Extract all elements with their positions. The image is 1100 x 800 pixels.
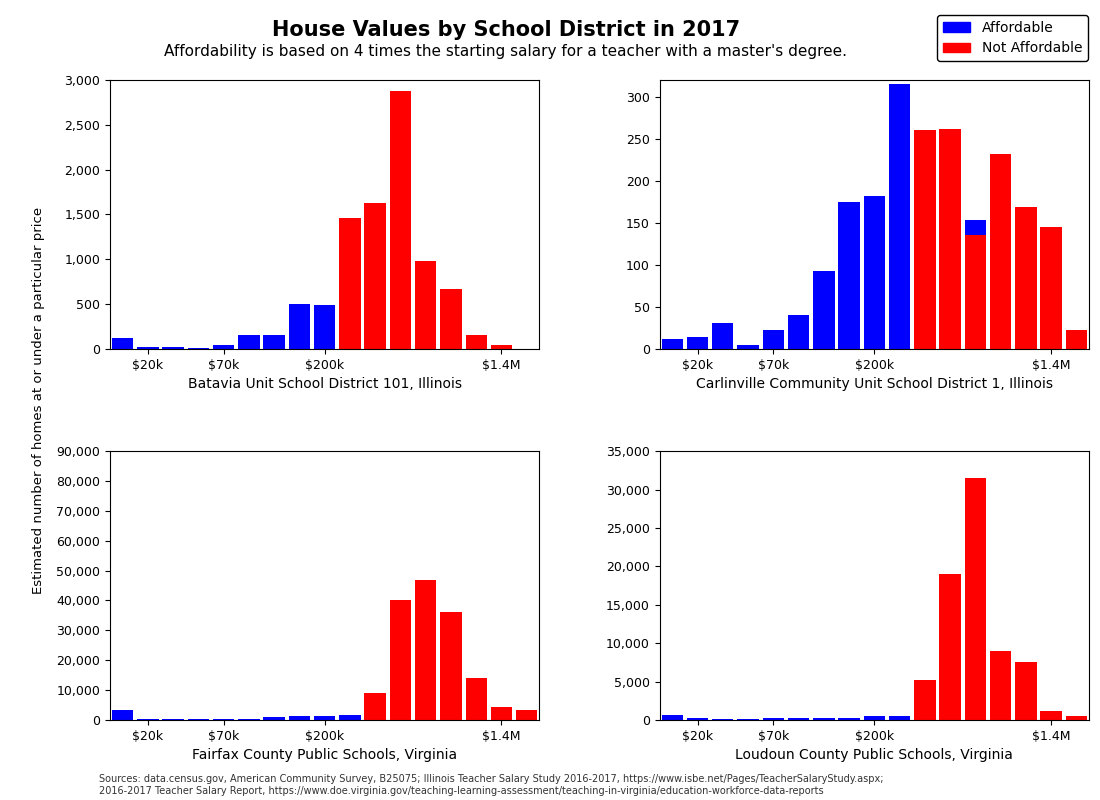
Bar bbox=[965, 235, 986, 349]
Bar bbox=[788, 315, 810, 349]
Bar bbox=[914, 146, 936, 349]
Bar bbox=[712, 323, 734, 349]
Bar bbox=[213, 346, 234, 349]
Bar bbox=[112, 338, 133, 349]
Bar bbox=[813, 718, 835, 720]
Bar bbox=[1066, 330, 1087, 349]
Bar bbox=[889, 716, 911, 720]
Bar bbox=[188, 348, 209, 349]
Bar bbox=[263, 334, 285, 349]
Bar bbox=[465, 335, 487, 349]
Bar bbox=[239, 718, 260, 720]
Bar bbox=[1041, 227, 1062, 349]
Legend: Affordable, Not Affordable: Affordable, Not Affordable bbox=[937, 15, 1088, 61]
Bar bbox=[914, 718, 936, 720]
Text: Affordability is based on 4 times the starting salary for a teacher with a maste: Affordability is based on 4 times the st… bbox=[165, 44, 847, 59]
Bar bbox=[914, 130, 936, 349]
Bar bbox=[188, 719, 209, 720]
Bar bbox=[415, 261, 437, 349]
Bar bbox=[1015, 207, 1036, 349]
Bar bbox=[440, 289, 462, 349]
Bar bbox=[939, 574, 960, 720]
Bar bbox=[914, 680, 936, 720]
Bar bbox=[138, 347, 158, 349]
Bar bbox=[314, 715, 336, 720]
Bar bbox=[990, 651, 1011, 720]
X-axis label: Fairfax County Public Schools, Virginia: Fairfax County Public Schools, Virginia bbox=[192, 748, 458, 762]
Bar bbox=[762, 718, 784, 720]
Bar bbox=[1015, 662, 1036, 720]
Bar bbox=[364, 203, 386, 349]
Text: Estimated number of homes at or under a particular price: Estimated number of homes at or under a … bbox=[32, 206, 45, 594]
Bar bbox=[1041, 710, 1062, 720]
Bar bbox=[163, 347, 184, 349]
Bar bbox=[762, 330, 784, 349]
Bar bbox=[339, 218, 361, 349]
Bar bbox=[288, 304, 310, 349]
X-axis label: Batavia Unit School District 101, Illinois: Batavia Unit School District 101, Illino… bbox=[188, 377, 462, 391]
Bar bbox=[239, 334, 260, 349]
Bar bbox=[939, 129, 960, 349]
Bar bbox=[339, 714, 361, 720]
Bar bbox=[389, 601, 411, 720]
Bar bbox=[864, 716, 886, 720]
Bar bbox=[389, 90, 411, 349]
Bar bbox=[491, 706, 513, 720]
X-axis label: Loudoun County Public Schools, Virginia: Loudoun County Public Schools, Virginia bbox=[736, 748, 1013, 762]
Bar bbox=[112, 710, 133, 720]
Bar bbox=[465, 678, 487, 720]
Bar bbox=[686, 718, 708, 720]
Bar bbox=[889, 84, 911, 349]
Bar bbox=[516, 710, 538, 720]
Bar bbox=[788, 718, 810, 720]
Bar bbox=[939, 718, 960, 720]
Bar bbox=[364, 717, 386, 720]
Bar bbox=[213, 719, 234, 720]
Bar bbox=[661, 339, 683, 349]
Bar bbox=[138, 718, 158, 720]
Bar bbox=[163, 719, 184, 720]
X-axis label: Carlinville Community Unit School District 1, Illinois: Carlinville Community Unit School Distri… bbox=[696, 377, 1053, 391]
Bar bbox=[661, 714, 683, 720]
Bar bbox=[364, 693, 386, 720]
Bar bbox=[813, 270, 835, 349]
Bar bbox=[686, 337, 708, 349]
Bar bbox=[314, 305, 336, 349]
Bar bbox=[838, 202, 860, 349]
Bar bbox=[965, 220, 986, 349]
Bar bbox=[939, 310, 960, 349]
Bar bbox=[737, 345, 759, 349]
Bar bbox=[838, 718, 860, 720]
Bar bbox=[1066, 716, 1087, 720]
Bar bbox=[263, 718, 285, 720]
Bar bbox=[415, 579, 437, 720]
Bar bbox=[288, 716, 310, 720]
Text: House Values by School District in 2017: House Values by School District in 2017 bbox=[272, 20, 740, 40]
Bar bbox=[440, 613, 462, 720]
Bar bbox=[864, 196, 886, 349]
Bar bbox=[965, 478, 986, 720]
Bar bbox=[990, 154, 1011, 349]
Text: Sources: data.census.gov, American Community Survey, B25075; Illinois Teacher Sa: Sources: data.census.gov, American Commu… bbox=[99, 774, 883, 796]
Bar bbox=[491, 346, 513, 349]
